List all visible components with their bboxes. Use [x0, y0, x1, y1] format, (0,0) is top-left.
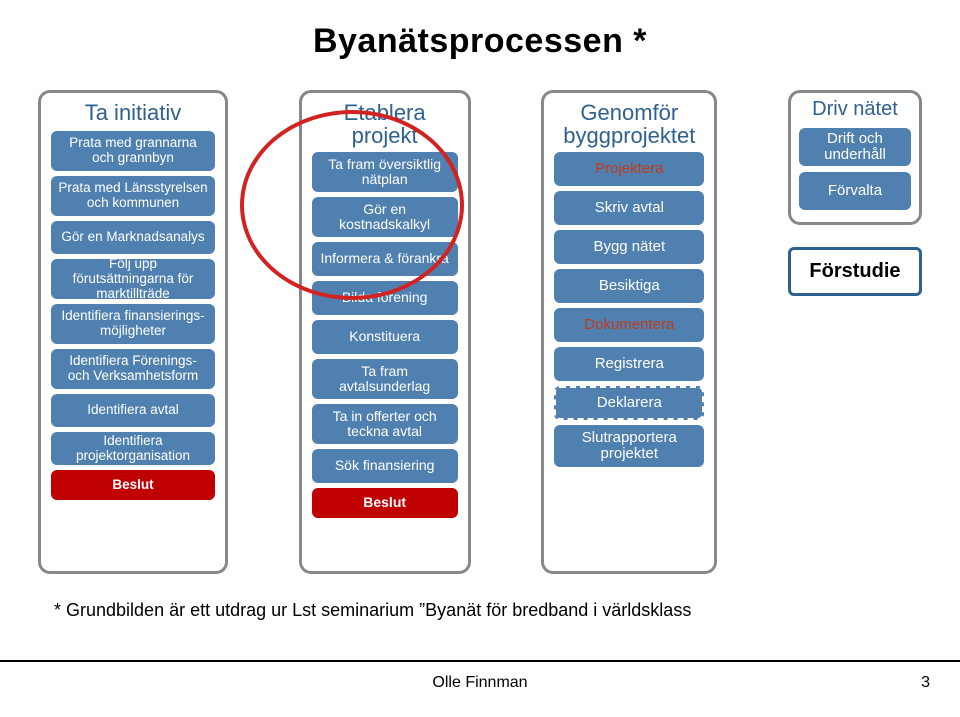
author: Olle Finnman: [0, 674, 960, 692]
c1-item-4: Identifiera finansierings-möjligheter: [51, 304, 215, 344]
c1-item-3: Följ upp förutsättningarna för marktillt…: [51, 259, 215, 299]
c1-item-2: Gör en Marknadsanalys: [51, 221, 215, 254]
lanes-row: Ta initiativ Prata med grannarna och gra…: [38, 90, 922, 574]
c4-item-1: Förvalta: [799, 172, 911, 210]
c1-item-1: Prata med Länsstyrelsen och kommunen: [51, 176, 215, 216]
c2-item-4: Konstituera: [312, 320, 458, 354]
footnote: * Grundbilden är ett utdrag ur Lst semin…: [54, 600, 691, 621]
divider: [0, 660, 960, 662]
lane-header-2: Etablera projekt: [312, 101, 458, 147]
c1-item-6: Identifiera avtal: [51, 394, 215, 427]
c1-item-5: Identifiera Förenings- och Verksamhetsfo…: [51, 349, 215, 389]
forstudie-callout: Förstudie: [788, 247, 922, 296]
c3-item-1: Skriv avtal: [554, 191, 704, 225]
c2-item-2: Informera & förankra: [312, 242, 458, 276]
c1-item-0: Prata med grannarna och grannbyn: [51, 131, 215, 171]
c2-beslut: Beslut: [312, 488, 458, 518]
c1-beslut: Beslut: [51, 470, 215, 500]
c3-item-7: Slutrapportera projektet: [554, 425, 704, 467]
c4-item-0: Drift och underhåll: [799, 128, 911, 166]
c2-item-3: Bilda förening: [312, 281, 458, 315]
lane-header-3: Genomför byggprojektet: [554, 101, 704, 147]
lane-driv: Driv nätet Drift och underhåll Förvalta: [788, 90, 922, 225]
slide: Byanätsprocessen * Ta initiativ Prata me…: [0, 0, 960, 717]
lane-header-4: Driv nätet: [812, 99, 898, 120]
c2-item-0: Ta fram översiktlig nätplan: [312, 152, 458, 192]
c2-item-7: Sök finansiering: [312, 449, 458, 483]
lane-initiativ: Ta initiativ Prata med grannarna och gra…: [38, 90, 228, 574]
c2-item-6: Ta in offerter och teckna avtal: [312, 404, 458, 444]
c3-item-6: Deklarera: [554, 386, 704, 420]
c3-item-3: Besiktiga: [554, 269, 704, 303]
slide-title: Byanätsprocessen *: [0, 22, 960, 61]
c3-item-0: Projektera: [554, 152, 704, 186]
lane-etablera: Etablera projekt Ta fram översiktlig nät…: [299, 90, 471, 574]
c3-item-2: Bygg nätet: [554, 230, 704, 264]
c2-item-5: Ta fram avtalsunderlag: [312, 359, 458, 399]
c2-item-1: Gör en kostnadskalkyl: [312, 197, 458, 237]
c3-item-4: Dokumentera: [554, 308, 704, 342]
c3-item-5: Registrera: [554, 347, 704, 381]
lane-header-1: Ta initiativ: [85, 101, 182, 124]
c1-item-7: Identifiera projektorganisation: [51, 432, 215, 465]
lane-genomfor: Genomför byggprojektet Projektera Skriv …: [541, 90, 717, 574]
lane-driv-wrapper: Driv nätet Drift och underhåll Förvalta …: [788, 90, 922, 296]
page-number: 3: [921, 674, 930, 692]
